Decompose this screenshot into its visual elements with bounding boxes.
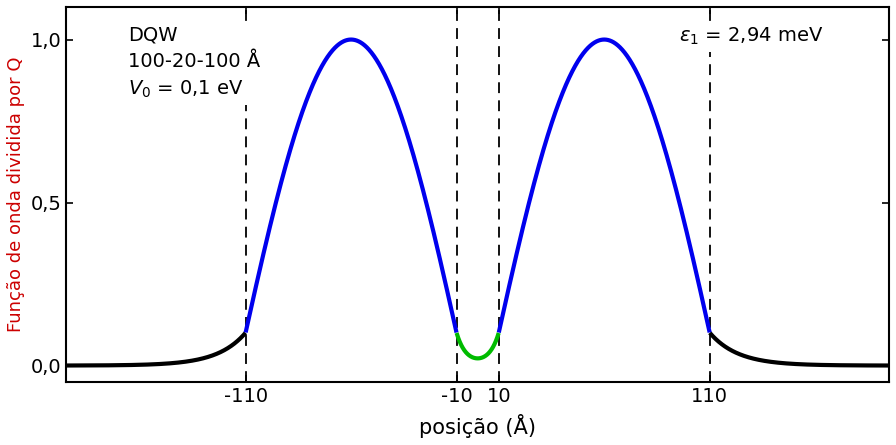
Text: $\epsilon_1$ = 2,94 meV: $\epsilon_1$ = 2,94 meV	[679, 26, 823, 47]
Y-axis label: Função de onda dividida por Q: Função de onda dividida por Q	[7, 57, 25, 332]
X-axis label: posição (Å): posição (Å)	[419, 414, 536, 438]
Text: DQW
100-20-100 Å
$V_0$ = 0,1 eV: DQW 100-20-100 Å $V_0$ = 0,1 eV	[128, 26, 260, 101]
